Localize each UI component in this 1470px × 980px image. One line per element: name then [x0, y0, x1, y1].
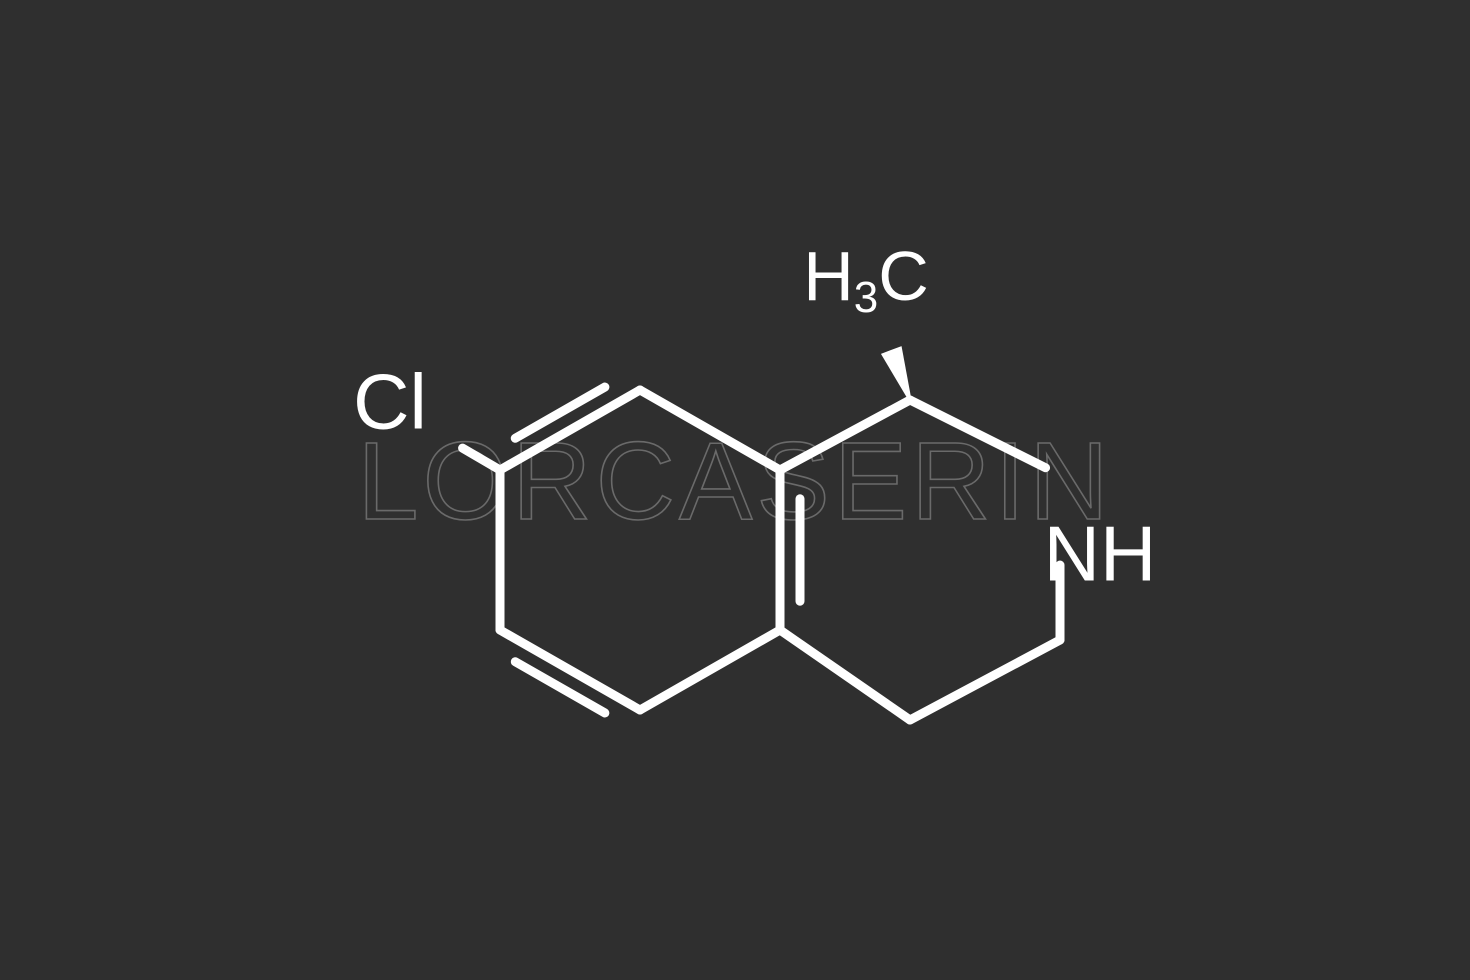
watermark-text: LORCASERIN — [357, 420, 1112, 543]
molecule-svg: LORCASERINClNHH3C — [0, 0, 1470, 980]
atom-label-NH: NH — [1044, 510, 1157, 598]
atom-label-Cl: Cl — [353, 358, 427, 446]
diagram-stage: LORCASERINClNHH3C — [0, 0, 1470, 980]
